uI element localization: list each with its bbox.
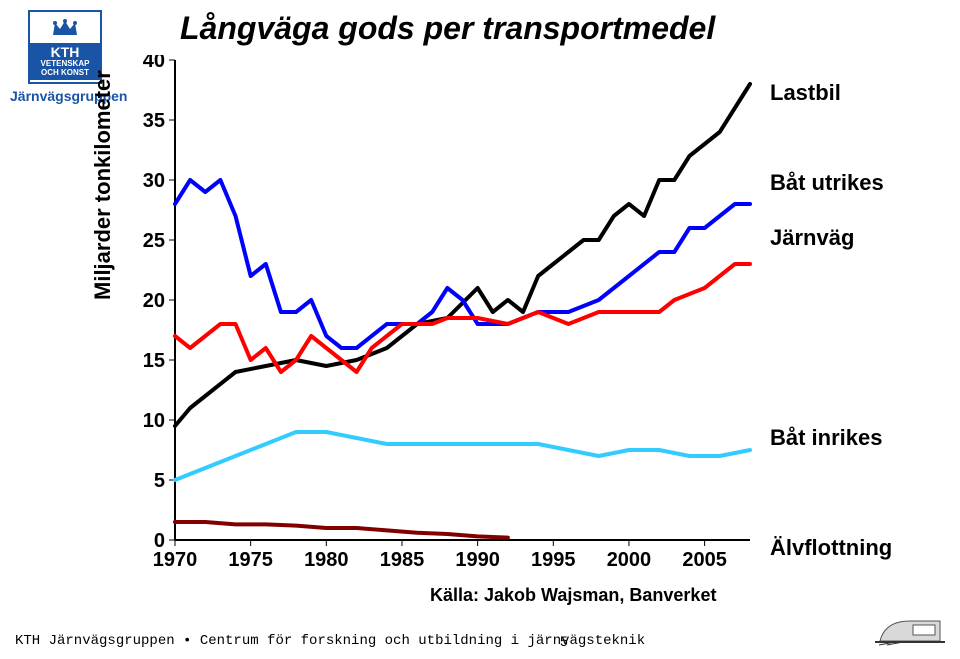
- svg-text:2005: 2005: [682, 549, 727, 571]
- legend-label: Lastbil: [770, 80, 841, 106]
- legend-label: Båt inrikes: [770, 425, 883, 451]
- source-label: Källa: Jakob Wajsman, Banverket: [430, 585, 716, 606]
- kth-brand-top: KTH: [30, 45, 100, 60]
- y-axis-label: Miljarder tonkilometer: [90, 70, 116, 300]
- svg-text:30: 30: [143, 170, 165, 192]
- svg-text:10: 10: [143, 410, 165, 432]
- svg-text:1980: 1980: [304, 549, 349, 571]
- svg-text:1990: 1990: [455, 549, 500, 571]
- svg-text:2000: 2000: [607, 549, 652, 571]
- svg-text:35: 35: [143, 110, 165, 132]
- footer-text: KTH Järnvägsgruppen • Centrum för forskn…: [15, 633, 645, 649]
- svg-text:40: 40: [143, 55, 165, 72]
- svg-text:15: 15: [143, 350, 165, 372]
- svg-text:1975: 1975: [228, 549, 273, 571]
- train-icon: [875, 611, 945, 647]
- svg-text:1985: 1985: [380, 549, 425, 571]
- svg-text:1995: 1995: [531, 549, 576, 571]
- legend-label: Båt utrikes: [770, 170, 884, 196]
- slide-number: 5: [560, 633, 568, 649]
- svg-text:20: 20: [143, 290, 165, 312]
- legend-label: Älvflottning: [770, 535, 892, 561]
- legend-label: Järnväg: [770, 225, 854, 251]
- svg-text:25: 25: [143, 230, 165, 252]
- svg-text:5: 5: [154, 470, 165, 492]
- svg-text:1970: 1970: [153, 549, 198, 571]
- chart-title: Långväga gods per transportmedel: [180, 10, 715, 47]
- line-chart: 0510152025303540197019751980198519901995…: [120, 55, 760, 575]
- crown-icon: [50, 17, 80, 37]
